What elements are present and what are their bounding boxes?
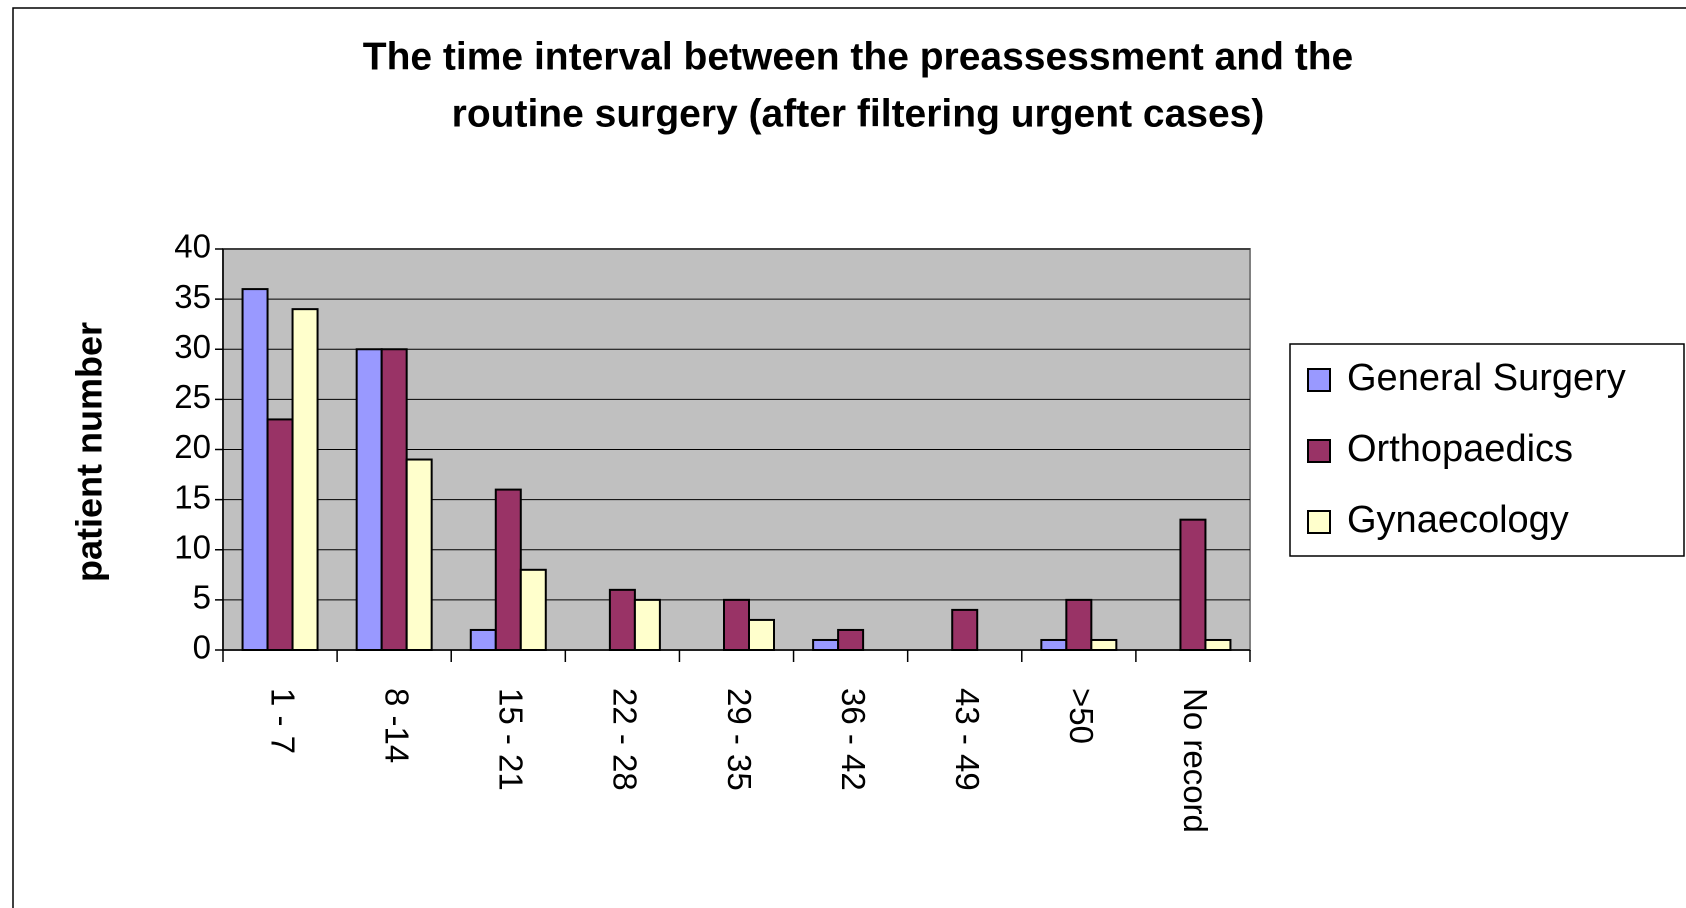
bar: [1204, 638, 1232, 651]
legend-swatch: [1307, 510, 1331, 534]
x-tick-label: 8 -14: [378, 688, 415, 763]
chart-title: routine surgery (after filtering urgent …: [452, 92, 1265, 135]
y-tick-label: 20: [174, 428, 211, 465]
bar: [469, 628, 497, 652]
y-tick-label: 5: [193, 579, 211, 616]
x-tick-label: >50: [1063, 688, 1100, 744]
y-tick-label: 0: [193, 629, 211, 666]
x-tick-label: 29 - 35: [721, 688, 758, 791]
legend-swatch: [1307, 439, 1331, 463]
y-tick-label: 15: [174, 478, 211, 515]
legend-box: [1289, 343, 1685, 557]
legend-label: Orthopaedics: [1347, 428, 1573, 470]
x-tick-label: 43 - 49: [949, 688, 986, 791]
bar: [494, 488, 522, 651]
y-tick-label: 40: [174, 228, 211, 265]
bar: [519, 568, 547, 651]
y-tick-label: 35: [174, 278, 211, 315]
x-tick-label: 15 - 21: [493, 688, 530, 791]
x-tick-label: 36 - 42: [835, 688, 872, 791]
bar: [723, 598, 750, 651]
bar: [241, 288, 269, 651]
bar: [380, 348, 408, 651]
bar: [608, 588, 636, 651]
x-tick-label: 1 - 7: [264, 688, 301, 754]
y-tick-label: 10: [174, 528, 211, 565]
bar: [1179, 518, 1207, 651]
x-tick-label: 22 - 28: [607, 688, 644, 791]
bar: [355, 348, 383, 651]
bar: [1040, 638, 1068, 651]
x-tick-label: No record: [1177, 688, 1214, 833]
bar: [291, 308, 319, 651]
bar: [837, 628, 865, 652]
y-tick-label: 25: [174, 378, 211, 415]
bar: [633, 598, 661, 651]
y-tick-label: 30: [174, 328, 211, 365]
legend-swatch: [1307, 368, 1331, 392]
bar: [405, 458, 433, 651]
bar: [748, 618, 775, 651]
bar: [951, 608, 979, 652]
legend-label: General Surgery: [1347, 357, 1626, 399]
bar: [1090, 638, 1118, 651]
bar: [266, 418, 294, 651]
legend-label: Gynaecology: [1347, 499, 1569, 541]
bar: [812, 638, 840, 651]
y-axis-label: patient number: [69, 322, 110, 582]
chart-title: The time interval between the preassessm…: [363, 35, 1353, 78]
bar: [1065, 598, 1093, 651]
